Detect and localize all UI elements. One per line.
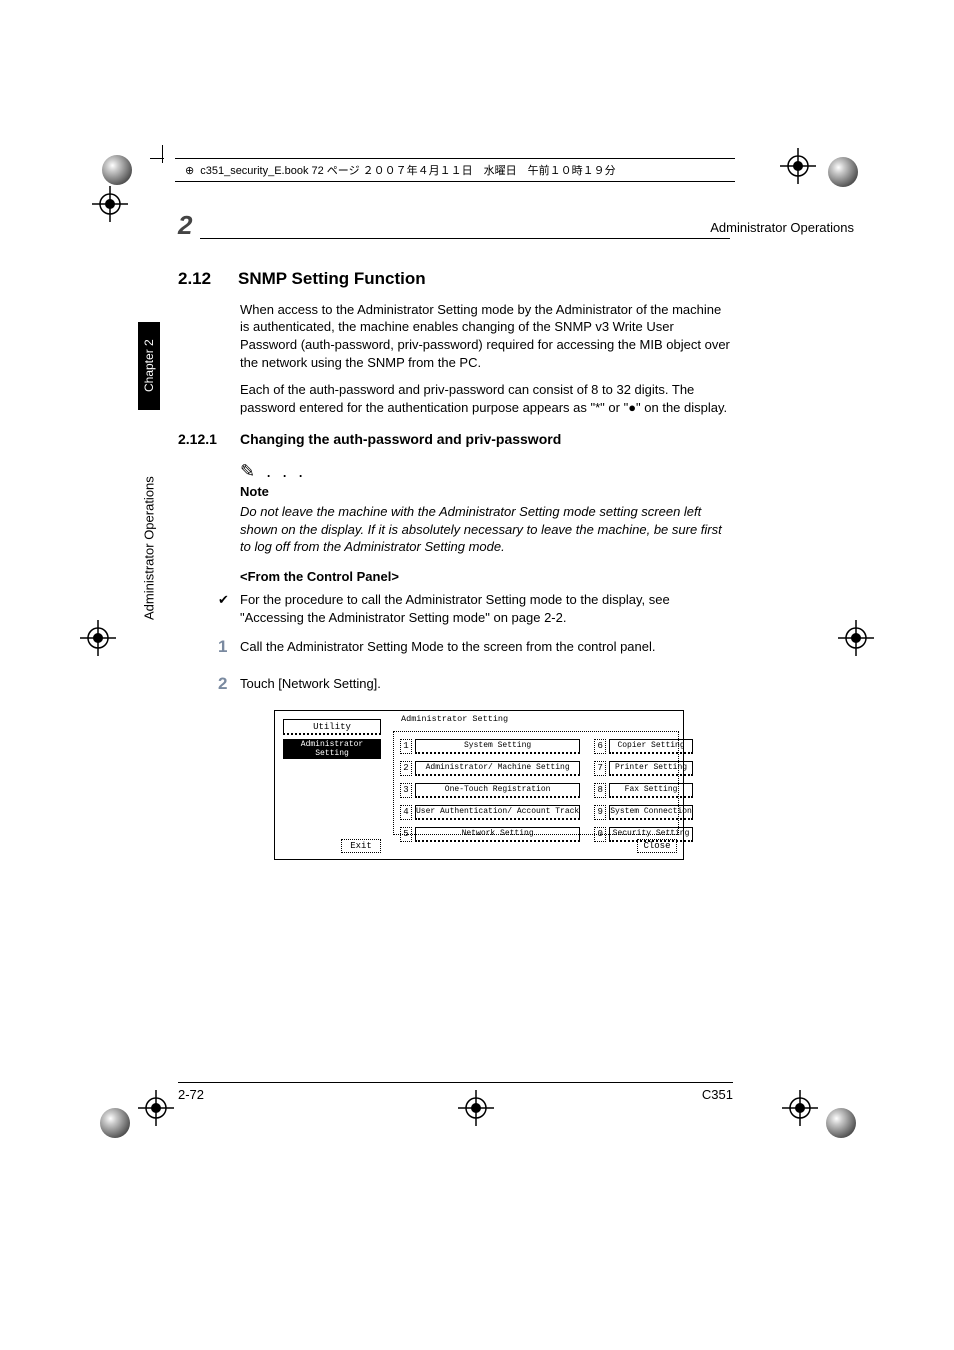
admin-setting-tab[interactable]: Administrator Setting (283, 739, 381, 759)
menu-item-printer-setting[interactable]: 7Printer Setting (594, 758, 693, 778)
step-row: 1 Call the Administrator Setting Mode to… (218, 636, 733, 659)
registration-mark (80, 620, 116, 656)
sphere-ornament (828, 157, 858, 187)
registration-mark (780, 148, 816, 184)
step-number: 1 (218, 636, 240, 659)
note-icon: ✎ . . . (240, 459, 733, 483)
heading-2: 2.12SNMP Setting Function (178, 268, 733, 291)
menu-item-user-auth[interactable]: 4User Authentication/ Account Track (400, 802, 580, 822)
exit-button[interactable]: Exit (341, 839, 381, 853)
panel-title: Administrator Setting (401, 715, 508, 724)
menu-item-fax-setting[interactable]: 8Fax Setting (594, 780, 693, 800)
menu-item-one-touch[interactable]: 3One-Touch Registration (400, 780, 580, 800)
footer-page: 2-72 (178, 1087, 204, 1102)
registration-mark (138, 1090, 174, 1126)
crop-corner (150, 158, 164, 159)
registration-mark (92, 186, 128, 222)
heading-3: 2.12.1Changing the auth-password and pri… (178, 430, 733, 449)
paragraph: Each of the auth-password and priv-passw… (240, 381, 733, 416)
sub-heading: <From the Control Panel> (240, 568, 733, 586)
registration-mark (838, 620, 874, 656)
note-label: Note (240, 483, 733, 501)
step-text: Touch [Network Setting]. (240, 673, 381, 696)
header-strip-text: c351_security_E.book 72 ページ ２００７年４月１１日 水… (200, 162, 615, 178)
header-strip: ⊕ c351_security_E.book 72 ページ ２００７年４月１１日… (175, 158, 735, 182)
chapter-number: 2 (178, 210, 192, 241)
menu-item-system-setting[interactable]: 1System Setting (400, 736, 580, 756)
utility-tab[interactable]: Utility (283, 719, 381, 735)
menu-grid: 1System Setting 6Copier Setting 2Adminis… (393, 731, 679, 835)
page-footer: 2-72 C351 (178, 1082, 733, 1102)
step-row: 2 Touch [Network Setting]. (218, 673, 733, 696)
side-chapter-tab: Chapter 2 (138, 322, 160, 410)
menu-item-copier-setting[interactable]: 6Copier Setting (594, 736, 693, 756)
side-section-label: Administrator Operations (140, 440, 158, 620)
paragraph: When access to the Administrator Setting… (240, 301, 733, 371)
menu-item-network-setting[interactable]: 5Network Setting (400, 824, 580, 844)
menu-item-system-connection[interactable]: 9System Connection (594, 802, 693, 822)
content-area: 2.12SNMP Setting Function When access to… (178, 260, 733, 860)
bullet-text: For the procedure to call the Administra… (240, 591, 733, 626)
heading-2-number: 2.12 (178, 268, 238, 291)
heading-2-title: SNMP Setting Function (238, 269, 426, 288)
step-text: Call the Administrator Setting Mode to t… (240, 636, 656, 659)
running-head: Administrator Operations (710, 220, 854, 235)
embedded-screenshot: Utility Administrator Setting Exit Admin… (274, 710, 684, 860)
close-button[interactable]: Close (637, 839, 677, 853)
sphere-ornament (100, 1108, 130, 1138)
footer-model: C351 (702, 1087, 733, 1102)
step-number: 2 (218, 673, 240, 696)
sphere-ornament (102, 155, 132, 185)
check-icon: ✔ (218, 591, 240, 626)
sphere-ornament (826, 1108, 856, 1138)
registration-mark (782, 1090, 818, 1126)
heading-3-title: Changing the auth-password and priv-pass… (240, 431, 561, 447)
bullet-row: ✔ For the procedure to call the Administ… (218, 591, 733, 626)
note-body: Do not leave the machine with the Admini… (240, 503, 733, 556)
menu-item-admin-machine[interactable]: 2Administrator/ Machine Setting (400, 758, 580, 778)
heading-3-number: 2.12.1 (178, 430, 240, 449)
